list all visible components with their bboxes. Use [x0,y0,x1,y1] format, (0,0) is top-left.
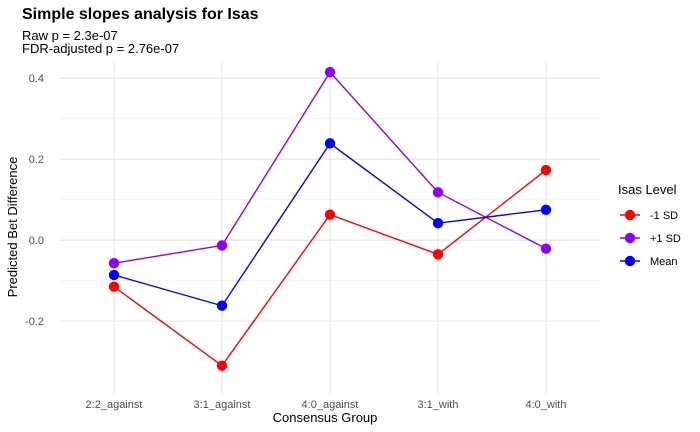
x-axis-ticks: 2:2_against 3:1_against 4:0_against 3:1_wit… [86,399,567,411]
x-tick-label: 4:0_with [526,399,567,411]
y-tick-label: 0.4 [29,73,44,85]
y-tick-label: 0.2 [29,154,44,166]
x-tick-label: 2:2_against [86,399,143,411]
legend-label: +1 SD [650,233,681,245]
legend-title: Isas Level [618,182,677,197]
x-tick-label: 4:0_against [302,399,359,411]
x-axis-title: Consensus Group [273,410,378,425]
series-group [108,66,552,269]
x-tick-label: 3:1_with [418,399,459,411]
legend-label: Mean [650,256,678,268]
legend: Isas Level -1 SD +1 SD Mean [618,182,681,268]
chart-title: Simple slopes analysis for Isas [22,6,259,23]
data-point [108,258,120,269]
data-point [432,187,444,198]
data-point [216,240,228,251]
legend-marker [624,232,636,244]
legend-marker [624,255,636,267]
data-point [540,164,552,176]
series-group [108,164,552,371]
legend-label: -1 SD [650,210,678,222]
legend-marker [624,209,636,221]
data-point [324,66,336,78]
series-lines [108,66,552,371]
data-point [324,209,336,220]
data-point [540,243,552,254]
chart-subtitle-raw-p: Raw p = 2.3e-07 [22,28,118,43]
data-point [432,217,444,229]
y-tick-label: -0.2 [25,316,44,328]
data-point [216,360,228,371]
data-point [216,300,228,311]
legend-item: Mean [620,255,678,268]
y-axis-title: Predicted Bet Difference [5,157,20,298]
data-point [108,269,120,281]
y-axis-ticks: -0.2 0.0 0.2 0.4 [25,73,44,328]
y-tick-label: 0.0 [29,235,44,247]
chart-subtitle-fdr-p: FDR-adjusted p = 2.76e-07 [22,41,180,56]
data-point [108,281,120,292]
legend-item: -1 SD [620,209,678,222]
grid-lines [60,62,600,394]
data-point [540,204,552,215]
series-group [108,138,552,311]
x-tick-label: 3:1_against [194,399,251,411]
data-point [324,138,336,149]
data-point [432,249,444,260]
legend-item: +1 SD [620,232,681,245]
